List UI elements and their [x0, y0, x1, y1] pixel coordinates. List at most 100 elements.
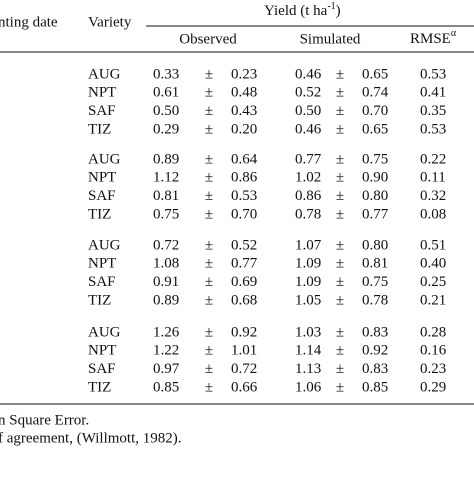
plus-minus: ± — [336, 85, 344, 101]
plus-minus: ± — [336, 324, 344, 340]
observed-sd: 0.52 — [231, 237, 257, 253]
simulated-sd: 0.80 — [362, 188, 388, 204]
observed-mean: 1.08 — [153, 256, 179, 272]
observed-sd: 1.01 — [231, 343, 257, 359]
simulated-sd: 0.78 — [362, 292, 388, 308]
simulated-mean: 1.14 — [295, 343, 322, 359]
header-rmse-text: RMSE — [410, 31, 451, 47]
header-simulated: Simulated — [300, 31, 361, 47]
variety: AUG — [88, 237, 121, 253]
observed-mean: 0.89 — [153, 151, 179, 167]
variety: SAF — [88, 274, 116, 290]
variety: NPT — [88, 343, 116, 359]
simulated-sd: 0.70 — [362, 103, 388, 119]
simulated-sd: 0.83 — [362, 324, 388, 340]
plus-minus: ± — [205, 256, 213, 272]
observed-mean: 0.89 — [153, 292, 179, 308]
plus-minus: ± — [336, 256, 344, 272]
observed-sd: 0.43 — [231, 103, 257, 119]
plus-minus: ± — [205, 103, 213, 119]
rmse: 0.32 — [420, 188, 446, 204]
observed-sd: 0.70 — [231, 206, 257, 222]
plus-minus: ± — [336, 151, 344, 167]
rmse: 0.08 — [420, 206, 446, 222]
rmse: 0.25 — [420, 274, 446, 290]
plus-minus: ± — [205, 324, 213, 340]
observed-mean: 1.26 — [153, 324, 180, 340]
plus-minus: ± — [205, 206, 213, 222]
plus-minus: ± — [336, 237, 344, 253]
header-yield-sup: -1 — [327, 1, 335, 12]
plus-minus: ± — [336, 170, 344, 186]
observed-mean: 0.85 — [153, 379, 179, 395]
observed-sd: 0.53 — [231, 188, 257, 204]
header-planting-date: nting date — [0, 14, 58, 30]
observed-mean: 0.81 — [153, 188, 179, 204]
plus-minus: ± — [336, 188, 344, 204]
observed-sd: 0.77 — [231, 256, 258, 272]
plus-minus: ± — [205, 188, 213, 204]
rmse: 0.53 — [420, 66, 446, 82]
plus-minus: ± — [205, 361, 213, 377]
plus-minus: ± — [205, 343, 213, 359]
plus-minus: ± — [336, 274, 344, 290]
rmse: 0.51 — [420, 237, 446, 253]
simulated-sd: 0.75 — [362, 274, 388, 290]
simulated-mean: 1.05 — [295, 292, 321, 308]
observed-mean: 0.50 — [153, 103, 179, 119]
observed-sd: 0.64 — [231, 151, 258, 167]
header-yield: Yield (t ha-1) — [264, 1, 341, 19]
simulated-mean: 0.78 — [295, 206, 321, 222]
simulated-mean: 1.09 — [295, 256, 321, 272]
simulated-sd: 0.85 — [362, 379, 388, 395]
simulated-sd: 0.65 — [362, 121, 388, 137]
header-rmse-sup: α — [451, 28, 457, 39]
observed-mean: 0.72 — [153, 237, 179, 253]
plus-minus: ± — [205, 274, 213, 290]
plus-minus: ± — [205, 121, 213, 137]
simulated-mean: 0.86 — [295, 188, 322, 204]
simulated-mean: 1.13 — [295, 361, 321, 377]
plus-minus: ± — [336, 343, 344, 359]
simulated-sd: 0.75 — [362, 151, 388, 167]
observed-mean: 0.33 — [153, 66, 179, 82]
variety: AUG — [88, 151, 121, 167]
simulated-sd: 0.90 — [362, 170, 388, 186]
observed-mean: 1.12 — [153, 170, 179, 186]
rmse: 0.11 — [420, 170, 446, 186]
plus-minus: ± — [336, 121, 344, 137]
plus-minus: ± — [336, 361, 344, 377]
simulated-mean: 1.06 — [295, 379, 322, 395]
observed-sd: 0.48 — [231, 85, 257, 101]
rmse: 0.16 — [420, 343, 447, 359]
plus-minus: ± — [336, 379, 344, 395]
observed-mean: 0.75 — [153, 206, 179, 222]
observed-sd: 0.69 — [231, 274, 257, 290]
simulated-mean: 1.03 — [295, 324, 321, 340]
simulated-sd: 0.83 — [362, 361, 388, 377]
observed-sd: 0.72 — [231, 361, 257, 377]
observed-mean: 0.91 — [153, 274, 179, 290]
simulated-sd: 0.77 — [362, 206, 389, 222]
observed-sd: 0.86 — [231, 170, 258, 186]
variety: NPT — [88, 170, 116, 186]
variety: SAF — [88, 361, 116, 377]
observed-sd: 0.23 — [231, 66, 257, 82]
simulated-sd: 0.92 — [362, 343, 388, 359]
variety: AUG — [88, 66, 121, 82]
footnote: n Square Error. — [0, 412, 89, 428]
simulated-mean: 1.07 — [295, 237, 322, 253]
rmse: 0.28 — [420, 324, 446, 340]
header-yield-text: Yield (t ha — [264, 3, 328, 19]
rmse: 0.35 — [420, 103, 446, 119]
variety: SAF — [88, 103, 116, 119]
simulated-mean: 1.02 — [295, 170, 321, 186]
rmse: 0.40 — [420, 256, 446, 272]
observed-sd: 0.68 — [231, 292, 257, 308]
observed-mean: 1.22 — [153, 343, 179, 359]
simulated-mean: 0.46 — [295, 66, 322, 82]
rmse: 0.53 — [420, 121, 446, 137]
header-yield-close: ) — [336, 3, 341, 19]
